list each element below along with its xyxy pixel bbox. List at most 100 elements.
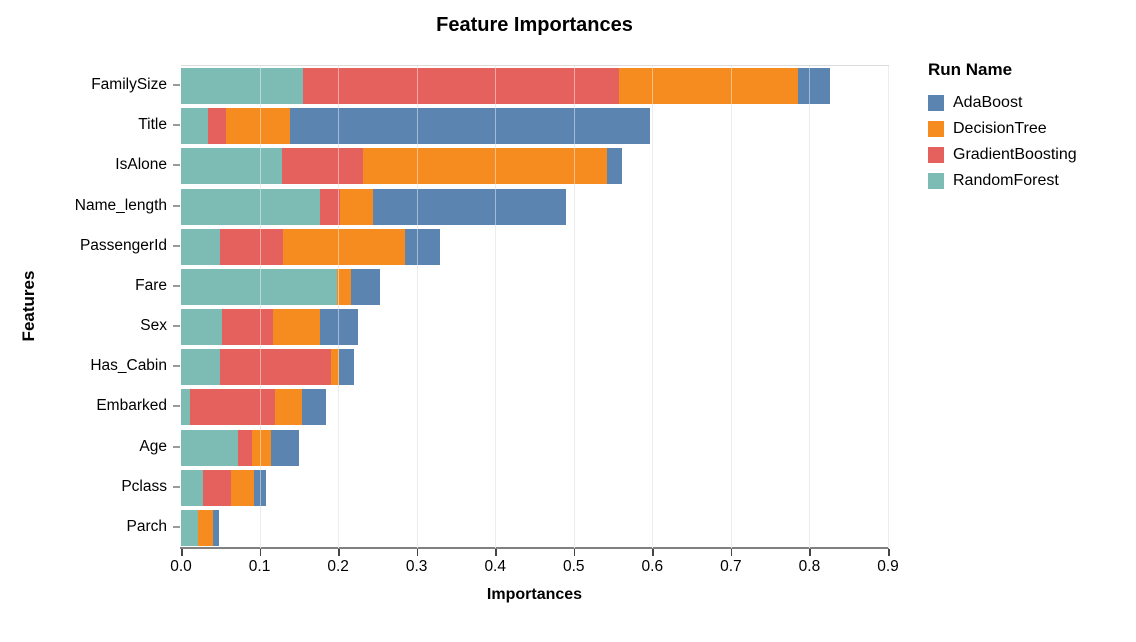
y-tick [173,325,180,328]
legend-item-randomforest: RandomForest [928,168,1077,194]
x-tick [259,549,262,556]
bar-segment-gradientboosting [220,349,332,386]
x-axis-line [180,547,889,549]
bar-segment-randomforest [181,148,282,185]
legend-label: GradientBoosting [953,146,1077,163]
x-tick-label: 0.1 [248,558,271,575]
x-tick-label: 0.5 [562,558,585,575]
gridline [338,66,340,548]
bar-segment-adaboost [797,68,830,105]
bar-segment-adaboost [320,309,358,346]
y-tick [173,164,180,167]
y-tick-label: PassengerId [79,236,167,254]
bar-segment-decisiontree [339,188,374,225]
legend-item-gradientboosting: GradientBoosting [928,142,1077,168]
bar-segment-gradientboosting [202,469,232,506]
legend-label: DecisionTree [953,120,1047,137]
bar-segment-randomforest [181,349,221,386]
gridline [573,66,575,548]
y-tick-label: Title [138,116,167,134]
x-tick [573,549,576,556]
legend-item-decisiontree: DecisionTree [928,116,1077,142]
gridline [809,66,811,548]
bar-segment-decisiontree [272,309,321,346]
x-tick-label: 0.6 [641,558,664,575]
bar-segment-gradientboosting [237,429,253,466]
x-tick-label: 0.9 [877,558,899,575]
gridline [888,66,889,548]
y-tick [173,525,180,528]
x-tick-label: 0.0 [170,558,192,575]
x-tick-label: 0.7 [720,558,742,575]
bar-segment-decisiontree [225,108,291,145]
bar-segment-gradientboosting [221,309,273,346]
legend-swatch-icon [928,95,944,111]
y-tick [173,485,180,488]
bar-segment-decisiontree [618,68,798,105]
gridline-overlay [495,66,497,548]
gridline [495,66,497,548]
x-tick [338,549,340,556]
legend-swatch-icon [928,173,944,189]
bar-segment-adaboost [351,268,380,305]
bar-segment-adaboost [301,389,327,426]
y-axis-title: Features [19,270,38,342]
bar-segment-gradientboosting [208,108,226,145]
legend-swatch-icon [928,121,944,137]
y-tick [173,124,180,127]
bar-segment-adaboost [270,429,299,466]
y-tick [173,365,180,368]
bar-segment-randomforest [181,469,203,506]
bar-segment-gradientboosting [281,148,364,185]
y-tick-label: IsAlone [115,156,167,174]
gridline-overlay [338,66,340,548]
bar-segment-adaboost [606,148,622,185]
bar-segment-randomforest [181,68,303,105]
legend-swatch-icon [928,147,944,163]
chart-title: Feature Importances [436,14,633,36]
x-tick-label: 0.4 [484,558,506,575]
y-tick [173,204,180,207]
gridline [652,66,654,548]
plot-area [181,65,889,548]
bar-segment-gradientboosting [189,389,276,426]
bar-segment-gradientboosting [302,68,619,105]
gridline-overlay [888,66,889,548]
bar-segment-randomforest [181,509,199,546]
bar-segment-gradientboosting [220,228,284,265]
gridline [416,66,418,548]
x-tick [730,549,733,556]
bar-segment-decisiontree [275,389,302,426]
bar-segment-randomforest [181,108,209,145]
x-tick [652,549,654,556]
bar-segment-randomforest [181,268,337,305]
bar-segment-randomforest [181,429,238,466]
x-tick-label: 0.8 [798,558,821,575]
y-tick [173,445,180,448]
bar-segment-adaboost [373,188,566,225]
x-tick-label: 0.2 [327,558,349,575]
gridline-overlay [730,66,732,548]
y-tick-label: Fare [135,276,167,294]
bar-segment-decisiontree [363,148,607,185]
bar-segment-randomforest [181,389,190,426]
y-tick [173,244,180,247]
bar-segment-adaboost [290,108,650,145]
bar-segment-adaboost [254,469,266,506]
x-tick-label: 0.3 [405,558,428,575]
bar-segment-gradientboosting [320,188,340,225]
y-tick-label: Age [139,437,167,455]
bar-segment-randomforest [181,188,321,225]
gridline [259,66,261,548]
y-tick [173,405,180,408]
gridline-overlay [416,66,418,548]
x-tick [416,549,419,556]
y-tick-label: Pclass [121,477,167,495]
legend: Run Name AdaBoost DecisionTree GradientBoo… [928,60,1077,194]
bar-segment-decisiontree [231,469,255,506]
x-axis-title: Importances [486,586,583,603]
legend-title: Run Name [928,60,1013,79]
bar-segment-adaboost [338,349,354,386]
x-tick [888,549,890,556]
